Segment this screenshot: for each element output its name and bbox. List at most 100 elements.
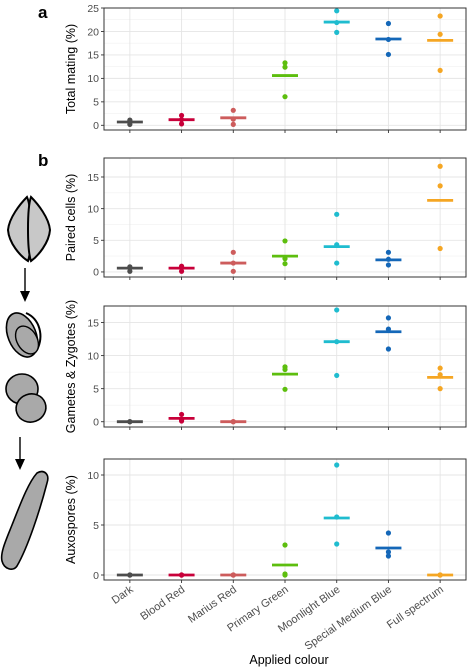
data-point	[178, 572, 185, 578]
y-tick-label: 10	[87, 470, 99, 482]
data-point	[334, 260, 340, 266]
data-point	[282, 261, 288, 267]
data-point	[178, 263, 185, 269]
data-point	[385, 326, 392, 332]
data-point	[334, 8, 340, 14]
data-point	[385, 530, 392, 536]
panel-label-a: a	[38, 3, 48, 22]
data-point	[334, 29, 340, 35]
panel-label-b: b	[38, 151, 48, 170]
data-point	[334, 242, 340, 248]
data-point	[230, 419, 236, 425]
panel-border	[103, 157, 467, 278]
y-axis-title-total-mating: Total mating (%)	[64, 24, 78, 114]
auxospore-icon	[0, 470, 49, 570]
x-axis-title: Applied colour	[249, 653, 328, 667]
data-point	[127, 419, 133, 425]
paired-cells-icon	[5, 312, 42, 358]
data-point	[334, 339, 340, 345]
x-tick-label: Blood Red	[138, 584, 187, 623]
data-point	[230, 249, 236, 255]
data-point	[437, 572, 443, 578]
data-point	[282, 571, 288, 577]
data-point	[437, 163, 443, 169]
y-axis-title-auxospores: Auxospores (%)	[64, 475, 78, 564]
data-point	[127, 264, 133, 270]
data-point	[282, 64, 288, 70]
data-point	[437, 31, 443, 37]
y-tick-label: 5	[93, 383, 99, 395]
data-point	[282, 386, 288, 392]
data-point	[385, 315, 392, 321]
data-point	[282, 256, 288, 262]
data-point	[178, 417, 185, 423]
y-tick-label: 5	[93, 520, 99, 532]
y-tick-label: 0	[93, 267, 99, 279]
down-arrow-icon	[20, 268, 30, 302]
data-point	[127, 117, 133, 123]
y-tick-label: 15	[87, 172, 99, 184]
y-tick-label: 10	[87, 73, 99, 85]
data-point	[282, 60, 288, 66]
data-point	[385, 256, 392, 262]
data-point	[178, 411, 185, 418]
panel-total-mating: Total mating (%) 0 5 10 15 20 25	[64, 3, 467, 133]
data-point	[334, 307, 340, 313]
data-point	[437, 245, 443, 252]
data-point	[127, 572, 133, 578]
panel-border	[103, 305, 467, 428]
data-point	[437, 372, 443, 378]
y-tick-label: 5	[93, 235, 99, 247]
data-point	[385, 262, 392, 268]
data-point	[334, 541, 340, 547]
y-tick-label: 10	[87, 350, 99, 362]
data-point	[178, 121, 185, 127]
y-axis-title-paired-cells: Paired cells (%)	[64, 174, 78, 262]
x-tick-label: Full spectrum	[385, 584, 446, 632]
closed-frustule-icon	[6, 195, 52, 263]
y-tick-label: 0	[93, 120, 99, 132]
data-point	[334, 19, 340, 26]
data-point	[230, 107, 236, 113]
data-point	[385, 549, 392, 555]
panel-gametes-zygotes: Gametes & Zygotes (%) 0 5 10 15	[64, 300, 467, 433]
x-tick-label: Dark	[110, 583, 136, 606]
y-tick-label: 0	[93, 570, 99, 582]
y-tick-label: 15	[87, 50, 99, 62]
data-point	[385, 249, 392, 255]
data-point	[230, 268, 236, 274]
data-point	[385, 553, 392, 559]
data-point	[334, 211, 340, 217]
gametes-zygotes-icon	[5, 373, 47, 423]
down-arrow-icon	[15, 437, 25, 470]
y-tick-label: 0	[93, 417, 99, 429]
x-axis-category-labels: Dark Blood Red Marius Red Primary Green …	[110, 583, 446, 652]
data-point	[282, 94, 288, 100]
data-point	[282, 542, 288, 548]
data-point	[385, 20, 392, 27]
data-point	[334, 514, 340, 520]
data-point	[230, 572, 236, 578]
y-tick-label: 15	[87, 317, 99, 329]
x-tick-label: Special Medium Blue	[303, 584, 395, 653]
data-point	[230, 260, 236, 266]
data-point	[437, 386, 443, 392]
data-point	[178, 112, 185, 119]
data-point	[178, 117, 185, 123]
panel-auxospores: Auxospores (%) 0 5 10	[64, 458, 467, 583]
y-tick-label: 20	[87, 26, 99, 38]
data-point	[230, 121, 236, 127]
data-point	[437, 67, 443, 74]
data-point	[282, 238, 288, 244]
data-point	[385, 51, 392, 58]
y-axis-title-gametes-zygotes: Gametes & Zygotes (%)	[64, 300, 78, 433]
panel-border	[103, 7, 467, 131]
y-tick-label: 10	[87, 203, 99, 215]
data-point	[437, 13, 443, 19]
y-tick-label: 25	[87, 3, 99, 15]
data-point	[282, 364, 288, 370]
panel-border	[103, 458, 467, 581]
y-tick-label: 5	[93, 97, 99, 109]
data-point	[385, 346, 392, 352]
